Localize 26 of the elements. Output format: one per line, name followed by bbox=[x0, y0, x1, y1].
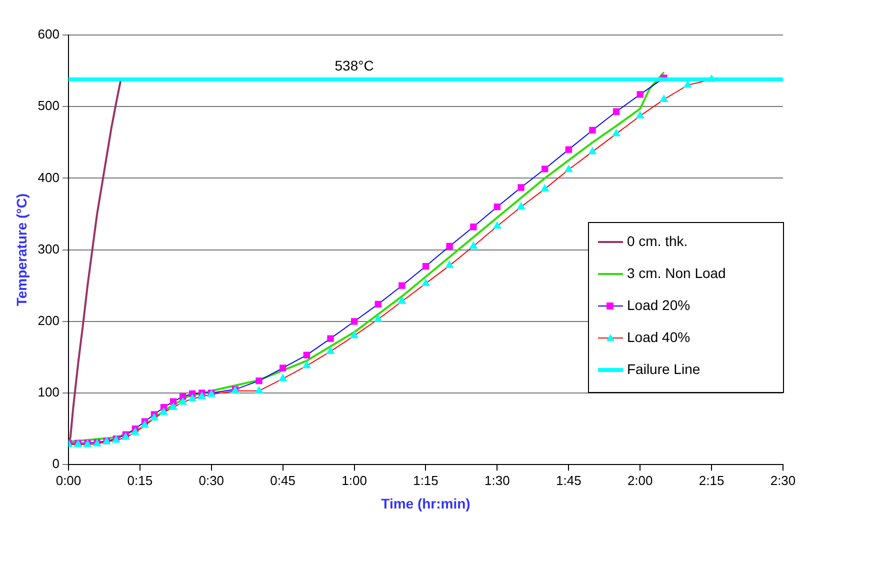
legend-label: 3 cm. Non Load bbox=[627, 264, 726, 281]
x-tick-label: 1:00 bbox=[342, 472, 367, 488]
y-tick-label: 400 bbox=[38, 170, 60, 185]
y-tick-label: 500 bbox=[38, 98, 60, 114]
x-tick-label: 2:30 bbox=[770, 472, 796, 488]
legend-label: 0 cm. thk. bbox=[627, 232, 688, 249]
x-tick-label: 2:00 bbox=[627, 472, 653, 488]
x-tick-label: 0:30 bbox=[198, 472, 224, 488]
y-tick-label: 300 bbox=[38, 241, 60, 256]
x-tick-label: 0:15 bbox=[127, 472, 153, 488]
x-tick-label: 0:00 bbox=[56, 472, 82, 488]
y-tick-label: 100 bbox=[38, 384, 60, 400]
x-tick-label: 0:45 bbox=[270, 472, 296, 488]
y-tick-label: 600 bbox=[38, 26, 60, 42]
x-tick-label: 1:15 bbox=[413, 472, 438, 488]
x-axis-title: Time (hr:min) bbox=[381, 495, 470, 512]
x-tick-label: 1:30 bbox=[484, 472, 510, 488]
y-axis-title: Temperature (°C) bbox=[13, 193, 30, 306]
x-tick-label: 1:45 bbox=[556, 472, 582, 488]
legend-label: Load 40% bbox=[627, 328, 690, 345]
y-tick-label: 200 bbox=[38, 312, 60, 328]
legend-label: Failure Line bbox=[627, 360, 700, 377]
x-tick-label: 2:15 bbox=[698, 472, 724, 488]
annotation: 538°C bbox=[334, 57, 374, 74]
legend-label: Load 20% bbox=[627, 296, 690, 313]
y-tick-label: 0 bbox=[52, 456, 60, 472]
